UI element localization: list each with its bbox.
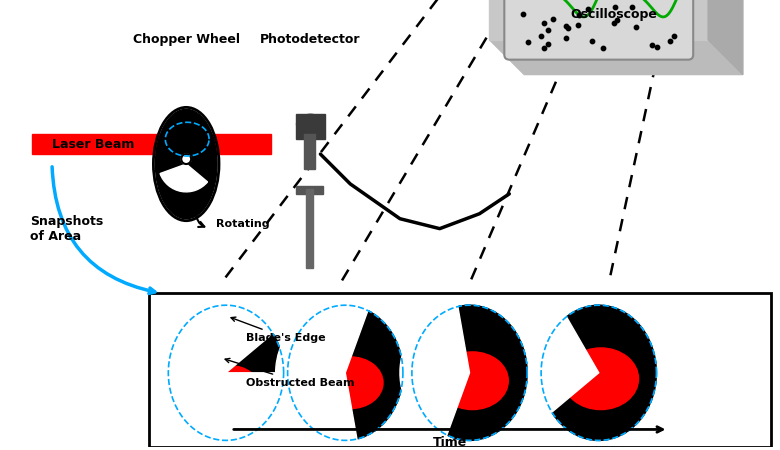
- Point: [516, 10, 529, 17]
- Polygon shape: [489, 0, 708, 40]
- Point: [573, 11, 585, 18]
- Point: [542, 27, 555, 34]
- Bar: [296, 186, 324, 194]
- Point: [629, 23, 642, 30]
- Ellipse shape: [203, 366, 259, 410]
- Point: [582, 5, 594, 13]
- Point: [667, 32, 679, 40]
- Wedge shape: [160, 164, 207, 192]
- Point: [586, 38, 598, 45]
- Point: [610, 17, 622, 24]
- Text: Oscilloscope: Oscilloscope: [570, 9, 657, 22]
- Ellipse shape: [155, 109, 217, 219]
- Text: Snapshots
of Area: Snapshots of Area: [30, 215, 104, 243]
- Wedge shape: [275, 303, 369, 442]
- Text: Chopper Wheel: Chopper Wheel: [133, 33, 239, 46]
- Wedge shape: [400, 304, 470, 438]
- Point: [651, 43, 663, 50]
- Point: [538, 44, 551, 51]
- Point: [542, 40, 555, 48]
- Point: [665, 37, 677, 45]
- Text: Time: Time: [433, 436, 466, 449]
- Point: [535, 32, 548, 39]
- Point: [523, 39, 535, 46]
- Ellipse shape: [296, 114, 324, 134]
- Polygon shape: [32, 134, 271, 154]
- Polygon shape: [708, 0, 743, 75]
- Point: [608, 4, 621, 11]
- Point: [597, 45, 609, 52]
- Text: Rotating: Rotating: [216, 219, 270, 229]
- Ellipse shape: [317, 357, 383, 409]
- Bar: [150, 293, 771, 447]
- Point: [645, 42, 658, 49]
- Point: [547, 15, 559, 22]
- Bar: [306, 189, 314, 268]
- Text: Laser Beam: Laser Beam: [52, 138, 134, 151]
- Ellipse shape: [437, 352, 509, 410]
- Point: [559, 23, 572, 30]
- FancyBboxPatch shape: [505, 0, 693, 60]
- Point: [608, 20, 621, 27]
- Ellipse shape: [412, 305, 527, 441]
- Point: [562, 24, 574, 31]
- Ellipse shape: [563, 348, 639, 410]
- Text: Photodetector: Photodetector: [261, 33, 360, 46]
- Ellipse shape: [168, 305, 284, 441]
- Point: [559, 35, 572, 42]
- Bar: [303, 134, 315, 169]
- Wedge shape: [156, 303, 296, 442]
- Bar: [296, 114, 325, 139]
- Ellipse shape: [288, 305, 403, 441]
- Polygon shape: [489, 40, 743, 75]
- Ellipse shape: [541, 305, 657, 441]
- Point: [626, 3, 638, 10]
- Text: Blade's Edge: Blade's Edge: [231, 317, 325, 343]
- Wedge shape: [529, 313, 599, 418]
- Point: [537, 19, 550, 26]
- Point: [571, 22, 583, 29]
- Circle shape: [181, 154, 191, 164]
- Text: Obstructed Beam: Obstructed Beam: [225, 358, 354, 388]
